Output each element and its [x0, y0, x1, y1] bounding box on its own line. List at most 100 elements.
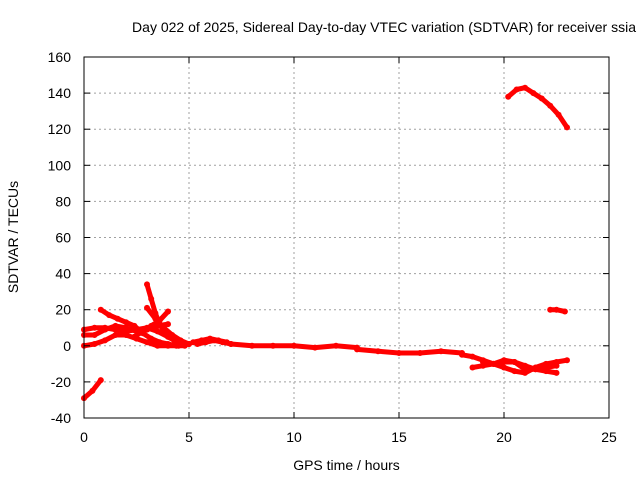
- data-point: [511, 368, 518, 375]
- x-tick-label: 10: [286, 429, 302, 445]
- data-point: [144, 281, 150, 288]
- data-point: [553, 306, 560, 313]
- data-point: [538, 95, 545, 102]
- data-point: [165, 321, 171, 328]
- data-point: [131, 322, 138, 329]
- data-point: [102, 337, 108, 344]
- y-tick-label: 80: [55, 193, 71, 209]
- data-point: [469, 364, 476, 371]
- data-point: [522, 84, 528, 91]
- series-arc-p: [505, 85, 570, 130]
- data-point: [375, 348, 381, 355]
- data-point: [459, 351, 465, 358]
- y-tick-label: 0: [63, 338, 71, 354]
- data-point: [505, 93, 512, 100]
- data-point: [417, 350, 423, 356]
- data-point: [152, 315, 159, 322]
- data-point: [123, 324, 129, 331]
- data-point: [211, 337, 218, 344]
- data-point: [112, 322, 119, 329]
- data-point: [555, 111, 562, 118]
- data-point: [106, 312, 113, 319]
- data-point: [194, 341, 201, 347]
- x-tick-label: 5: [185, 429, 193, 445]
- data-point: [270, 342, 276, 349]
- data-point: [543, 364, 549, 371]
- data-point: [564, 357, 570, 364]
- data-point: [511, 359, 518, 365]
- axis-ticks: 0 5 10 15 20 25 -40 -20 0 20 40 60 80 100 120 140 160: [48, 49, 617, 445]
- data-point: [89, 387, 96, 394]
- data-point: [333, 342, 339, 349]
- data-point: [91, 332, 98, 338]
- data-point: [114, 315, 121, 322]
- data-point: [480, 359, 486, 365]
- y-tick-label: -20: [51, 374, 71, 390]
- data-point: [312, 344, 318, 351]
- data-point: [396, 350, 402, 356]
- data-point: [165, 341, 171, 347]
- data-point: [139, 328, 146, 335]
- data-point: [97, 306, 104, 313]
- data-point: [561, 308, 568, 315]
- data-point: [228, 341, 234, 347]
- data-point: [91, 324, 98, 331]
- data-point: [530, 90, 537, 97]
- data-point: [501, 357, 507, 364]
- data-point: [547, 306, 554, 313]
- data-point: [354, 346, 360, 353]
- data-point: [156, 339, 163, 346]
- data-point: [501, 364, 507, 371]
- y-tick-label: 140: [48, 85, 72, 101]
- data-point: [532, 366, 539, 373]
- y-tick-label: 120: [48, 121, 72, 137]
- data-point: [291, 342, 297, 349]
- data-point: [522, 366, 528, 373]
- data-point: [438, 348, 444, 355]
- data-point: [202, 339, 209, 346]
- data-point: [97, 377, 104, 384]
- data-point: [154, 328, 161, 335]
- data-point: [513, 86, 520, 93]
- data-point: [148, 295, 155, 302]
- data-point: [160, 324, 167, 331]
- data-point: [490, 360, 497, 367]
- data-point: [169, 332, 176, 338]
- y-axis-label: SDTVAR / TECUs: [5, 181, 21, 293]
- data-point: [144, 339, 150, 346]
- data-point: [112, 332, 119, 338]
- data-point: [165, 308, 171, 315]
- data-point: [469, 353, 476, 360]
- data-point: [144, 304, 150, 311]
- y-tick-label: 20: [55, 302, 71, 318]
- y-tick-label: 160: [48, 49, 72, 65]
- x-tick-label: 20: [496, 429, 512, 445]
- data-point: [173, 342, 180, 349]
- data-point: [148, 322, 155, 329]
- data-series: [81, 84, 570, 402]
- grid: [84, 57, 609, 418]
- data-point: [547, 102, 554, 109]
- y-tick-label: 40: [55, 266, 71, 282]
- data-point: [219, 339, 226, 346]
- data-point: [148, 335, 155, 342]
- data-point: [131, 333, 138, 340]
- data-point: [102, 326, 108, 333]
- chart-title: Day 022 of 2025, Sidereal Day-to-day VTE…: [132, 19, 636, 35]
- x-tick-label: 15: [391, 429, 407, 445]
- data-point: [123, 319, 129, 326]
- x-axis-label: GPS time / hours: [293, 457, 400, 473]
- data-point: [564, 124, 570, 131]
- y-tick-label: -40: [51, 410, 71, 426]
- x-tick-label: 25: [601, 429, 617, 445]
- y-tick-label: 60: [55, 230, 71, 246]
- data-point: [123, 332, 129, 338]
- y-tick-label: 100: [48, 157, 72, 173]
- x-tick-label: 0: [80, 429, 88, 445]
- data-point: [249, 342, 255, 349]
- data-point: [553, 369, 560, 376]
- data-point: [91, 341, 98, 347]
- data-point: [553, 362, 560, 369]
- data-point: [177, 337, 184, 344]
